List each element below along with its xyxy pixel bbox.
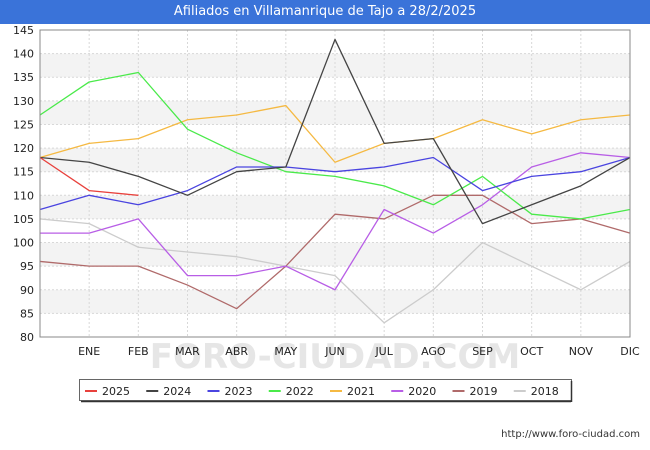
x-tick-label: MAR (175, 345, 200, 358)
y-tick-label: 115 (13, 166, 34, 179)
x-tick-label: DIC (620, 345, 640, 358)
legend-label: 2025 (102, 385, 130, 398)
legend: 2025 2024 2023 2022 2021 2020 2019 2018 (77, 379, 573, 403)
series-line-2018 (39, 218, 631, 324)
plot-band (40, 124, 630, 149)
legend-label: 2019 (470, 385, 498, 398)
y-tick-label: 90 (20, 284, 34, 297)
x-tick-label: ENE (78, 345, 100, 358)
legend-label: 2020 (408, 385, 436, 398)
series-line-2020 (40, 152, 631, 291)
series-line-2024 (39, 38, 631, 225)
x-tick-label: FEB (128, 345, 149, 358)
x-axis-ticks: ENE FEB MAR ABR MAY JUN JUL AGO SEP OCT NOV DIC (78, 345, 640, 358)
series-line-2019 (39, 194, 631, 310)
chart-title-bar: Afiliados en Villamanrique de Tajo a 28/… (0, 0, 650, 24)
y-tick-label: 120 (13, 142, 34, 155)
y-tick-label: 85 (20, 307, 34, 320)
legend-label: 2023 (225, 385, 253, 398)
y-tick-label: 110 (13, 189, 34, 202)
plot-band (40, 100, 630, 125)
series-line-2025 (39, 156, 139, 196)
y-tick-label: 100 (13, 237, 34, 250)
x-tick-label: ABR (225, 345, 248, 358)
x-tick-label: JUL (374, 345, 393, 358)
watermark: FORO-CIUDAD.COM (150, 337, 521, 377)
x-tick-label: JUN (324, 345, 345, 358)
plot-band (40, 77, 630, 101)
y-tick-label: 140 (13, 48, 34, 61)
plot-band (40, 289, 630, 314)
y-tick-label: 105 (13, 213, 34, 226)
legend-label: 2024 (163, 385, 191, 398)
plot-band (40, 313, 630, 337)
x-tick-label: OCT (520, 345, 543, 358)
y-tick-label: 135 (13, 71, 34, 84)
series-lines (39, 38, 631, 324)
x-tick-label: NOV (569, 345, 594, 358)
y-tick-label: 80 (20, 331, 34, 344)
plot-band (40, 53, 630, 78)
series-line-2023 (39, 156, 631, 211)
chart-title: Afiliados en Villamanrique de Tajo a 28/… (173, 4, 477, 19)
y-tick-label: 145 (13, 24, 34, 37)
series-line-2022 (39, 71, 631, 220)
plot-border (39, 29, 631, 338)
series-line-2021 (39, 104, 631, 163)
legend-label: 2022 (286, 385, 314, 398)
x-tick-label: SEP (472, 345, 493, 358)
legend-label: 2018 (531, 385, 559, 398)
legend-label: 2021 (347, 385, 375, 398)
x-tick-label: AGO (421, 345, 446, 358)
source-url: http://www.foro-ciudad.com (501, 429, 640, 440)
y-axis-ticks: 80 85 90 95 100 105 110 115 120 125 130 135 140 145 (13, 24, 34, 344)
y-tick-label: 125 (13, 118, 34, 131)
y-tick-label: 130 (13, 95, 34, 108)
y-tick-label: 95 (20, 260, 34, 273)
legend-box: 2025 2024 2023 2022 2021 2020 2019 2018 (79, 379, 573, 403)
x-tick-label: MAY (274, 345, 297, 358)
